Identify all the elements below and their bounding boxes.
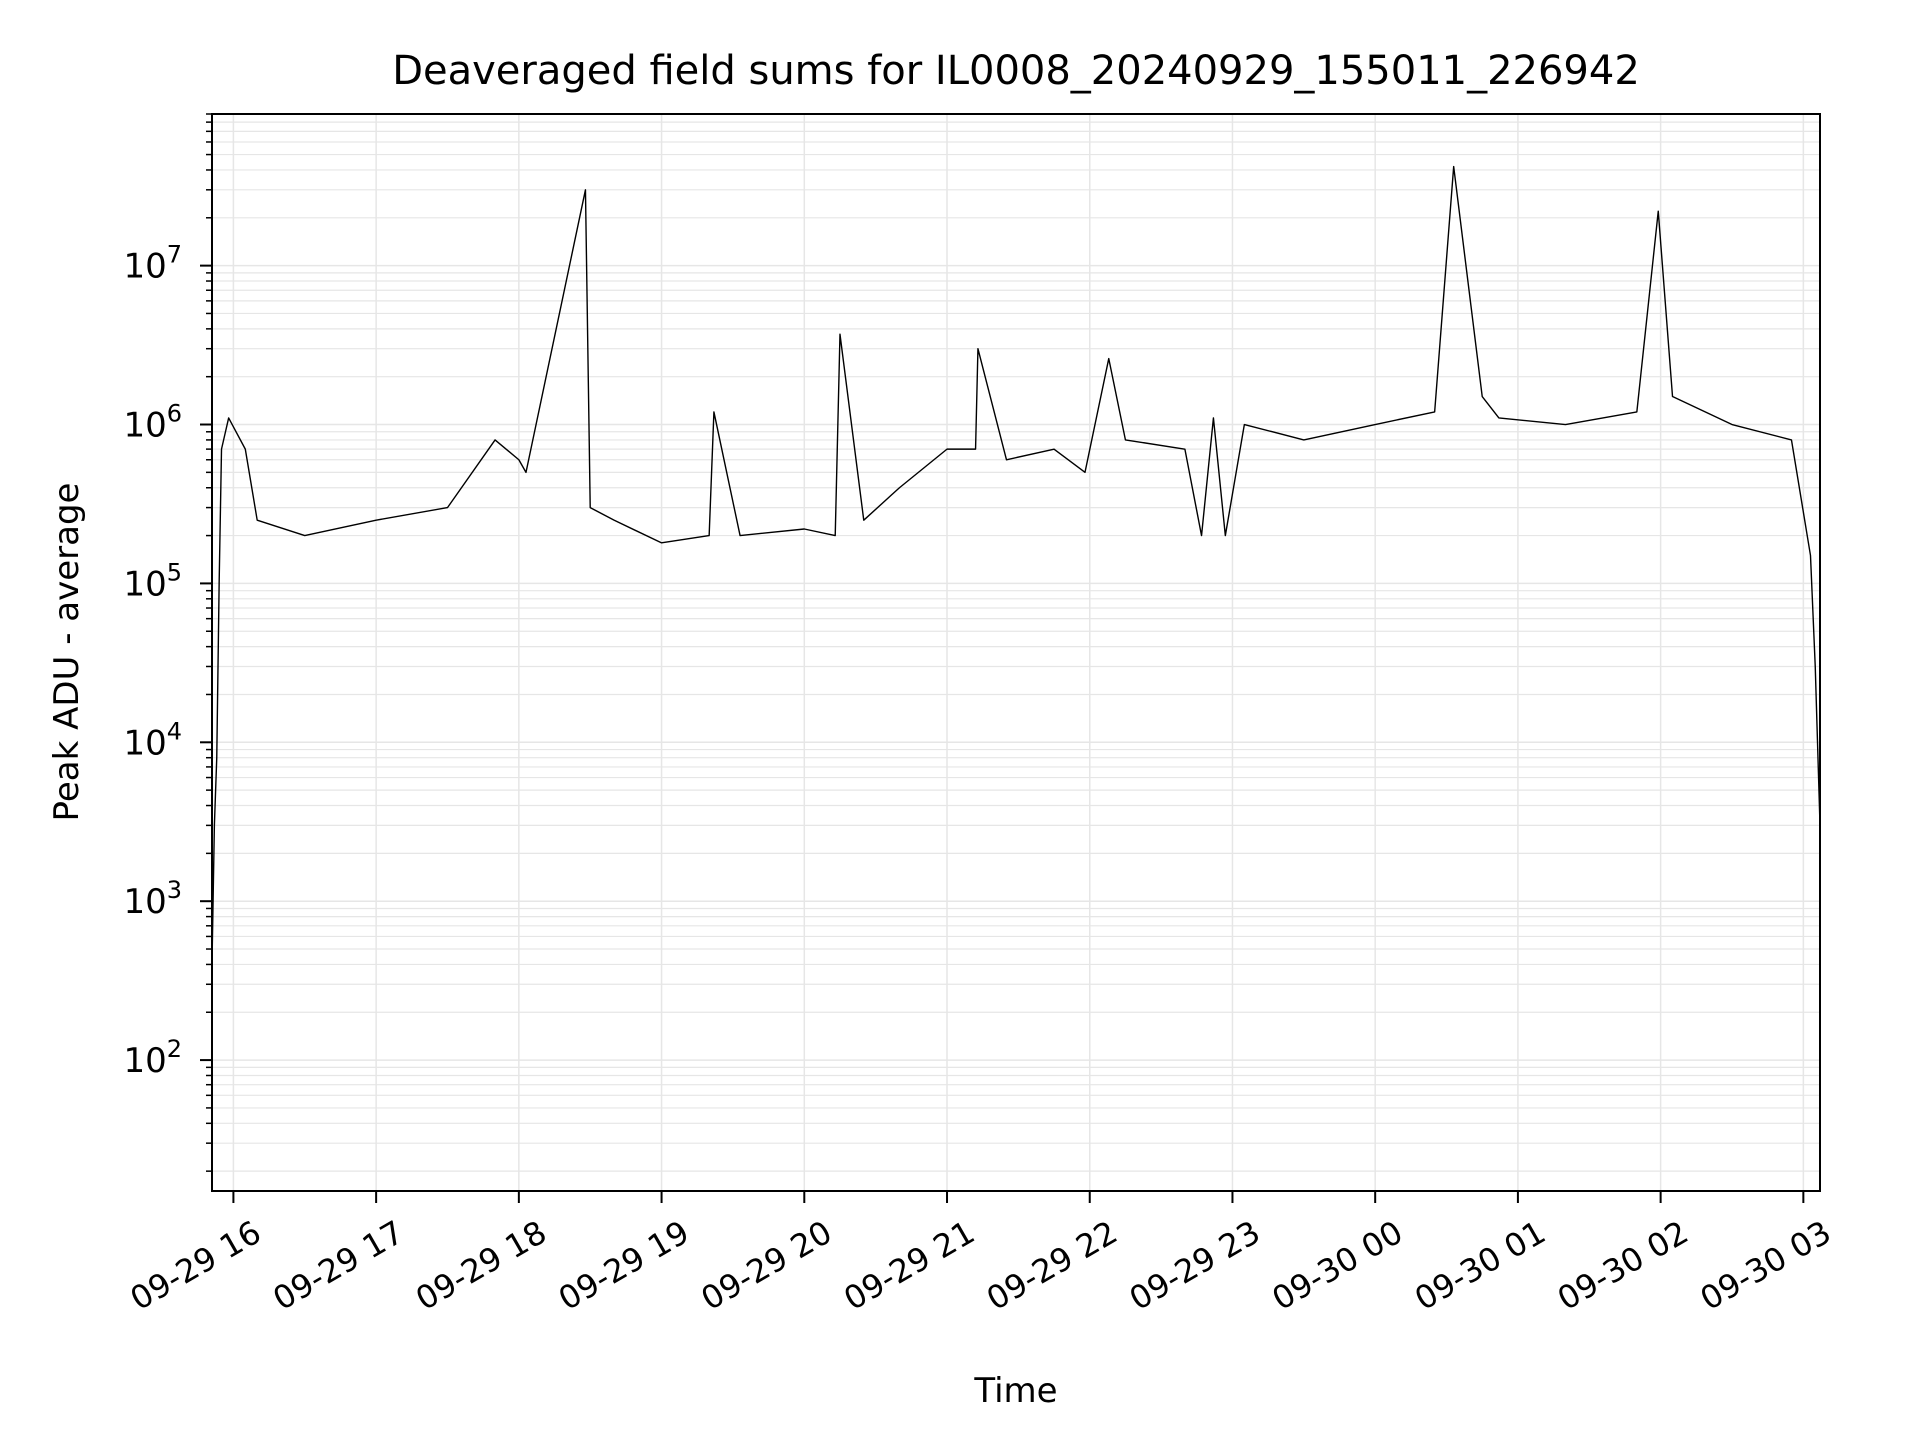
y-tick-label: 105 <box>123 558 182 604</box>
series-line <box>211 165 1821 965</box>
grid <box>212 113 1820 1191</box>
y-tick-label: 103 <box>123 876 182 922</box>
chart-title: Deaveraged field sums for IL0008_2024092… <box>392 48 1640 94</box>
plot-area <box>211 165 1821 965</box>
y-tick-label: 107 <box>123 241 182 287</box>
y-tick-label: 102 <box>123 1035 182 1081</box>
y-tick-label: 104 <box>123 717 182 763</box>
plot-frame <box>211 113 1821 1192</box>
y-tick-label: 106 <box>123 400 182 446</box>
y-axis-label: Peak ADU - average <box>47 483 87 822</box>
x-axis-label: Time <box>973 1371 1057 1411</box>
